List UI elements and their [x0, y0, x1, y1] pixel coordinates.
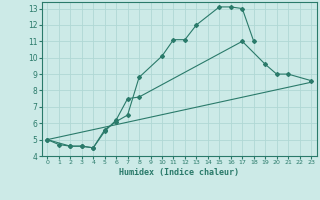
X-axis label: Humidex (Indice chaleur): Humidex (Indice chaleur)	[119, 168, 239, 177]
